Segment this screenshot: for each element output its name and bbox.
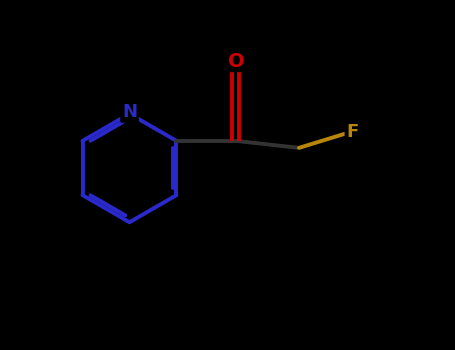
Text: F: F: [346, 123, 358, 141]
Text: N: N: [122, 103, 137, 121]
Text: O: O: [228, 51, 244, 71]
